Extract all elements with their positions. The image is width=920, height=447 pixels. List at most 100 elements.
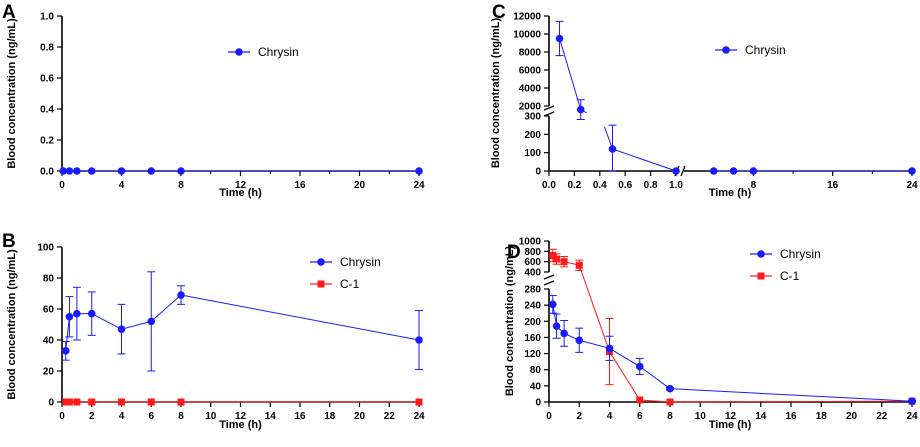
y-tick-label: 0.2 [40,136,54,147]
chrysin-segment [579,339,610,349]
legend-label-chrysin: Chrysin [745,43,786,57]
x-axis-title: Time (h) [709,419,752,431]
y-tick-label: 600 [524,257,541,268]
legend-label-c-1: C-1 [780,269,800,283]
x-tick-label: 16 [827,180,839,191]
y-axis-title: Blood concentration (ng/mL) [6,249,18,400]
legend-label-c-1: C-1 [340,277,360,291]
x-tick-label: 0.0 [542,180,556,191]
chrysin-point [555,34,564,43]
y-tick-label: 0 [535,167,541,178]
x-tick-label: 0.8 [644,180,658,191]
x-tick-label: 24 [906,411,918,422]
y-tick-label: 120 [524,349,541,360]
c1-point [415,398,423,406]
chrysin-segment [121,320,152,330]
x-tick-label: 0 [546,411,552,422]
y-tick-label: 160 [524,333,541,344]
x-tick-label: 0 [59,180,65,191]
chrysin-point [61,347,70,355]
x-tick-label: 12 [235,411,247,422]
legend-marker-c-1 [317,280,325,288]
chrysin-point [672,167,680,175]
chrysin-point [87,309,96,318]
x-tick-label: 4 [119,411,125,422]
x-tick-label: 16 [785,411,797,422]
chrysin-point [59,167,68,175]
x-tick-label: 14 [755,411,767,422]
chrysin-point [576,105,585,114]
legend-marker-chrysin [235,48,243,56]
x-tick-label: 6 [637,411,643,422]
x-tick-label: 8 [751,180,757,191]
c1-point [118,398,125,406]
x-axis-break-b [680,165,686,177]
x-tick-label: 14 [265,411,277,422]
x-tick-label: 4 [119,180,125,191]
y-tick-label: 0 [48,398,54,409]
chrysin-segment [604,126,613,150]
c1-segment [669,400,913,403]
y-tick-label: 240 [524,301,541,312]
y-tick-label: 1000 [519,237,542,248]
x-tick-label: 6 [148,411,154,422]
chrysin-point [147,167,156,175]
y-tick-label: 60 [43,305,55,316]
x-tick-label: 20 [354,180,366,191]
chrysin-point [908,167,916,175]
chrysin-point [415,167,423,175]
legend-marker-chrysin [317,258,325,266]
c1-point [560,258,568,266]
y-tick-label: 300 [524,112,541,123]
y-tick-label: 8000 [519,48,542,59]
x-tick-label: 0.4 [593,180,607,191]
y-tick-label: 0.0 [40,167,54,178]
x-tick-label: 24 [413,411,425,422]
y-tick-label: 0.4 [40,105,54,116]
x-tick-label: 4 [607,411,613,422]
c1-point [147,398,155,406]
legend-label-chrysin: Chrysin [780,247,821,261]
chrysin-segment [91,313,122,330]
legend-label-chrysin: Chrysin [340,255,381,269]
x-tick-label: 12 [725,411,737,422]
x-axis-title: Time (h) [709,187,752,199]
y-tick-label: 1.0 [40,12,54,23]
chrysin-point [177,167,185,175]
chrysin-point [635,362,644,371]
x-tick-label: 8 [667,411,673,422]
c1-segment [639,399,671,403]
chrysin-segment [180,294,420,341]
legend-label-chrysin: Chrysin [258,45,299,59]
x-tick-label: 12 [235,180,247,191]
panel-a-chart: A 0.0 0.2 0.4 0.6 0.8 1.0 0 4 8 12 16 20 24 Time (h) Bl… [2,2,425,199]
x-tick-label: 24 [413,180,425,191]
x-axis-title: Time (h) [219,419,262,431]
x-tick-label: 8 [178,411,184,422]
x-axis-title: Time (h) [219,187,262,199]
chrysin-point [87,167,96,175]
x-tick-label: 18 [324,411,336,422]
chrysin-point [552,322,561,330]
chrysin-point [560,329,568,338]
panel-label: A [2,2,16,23]
y-tick-label: 40 [43,336,55,347]
c1-point [73,398,81,406]
c1-point [177,398,185,406]
panel-label: C [492,2,506,23]
y-axis-title: Blood concentration (ng/mL) [6,18,18,169]
x-tick-label: 2 [89,411,95,422]
chrysin-segment [669,388,913,402]
chrysin-point [65,312,74,321]
x-tick-label: 18 [816,411,828,422]
legend-marker-c-1 [757,272,765,280]
y-tick-label: 40 [530,381,542,392]
y-tick-label: 800 [524,247,541,258]
x-tick-label: 2 [576,411,582,422]
x-tick-label: 20 [354,411,366,422]
y-tick-label: 6000 [519,66,542,77]
chrysin-point [608,145,617,153]
chrysin-point [147,317,156,326]
y-tick-label: 200 [524,317,541,328]
